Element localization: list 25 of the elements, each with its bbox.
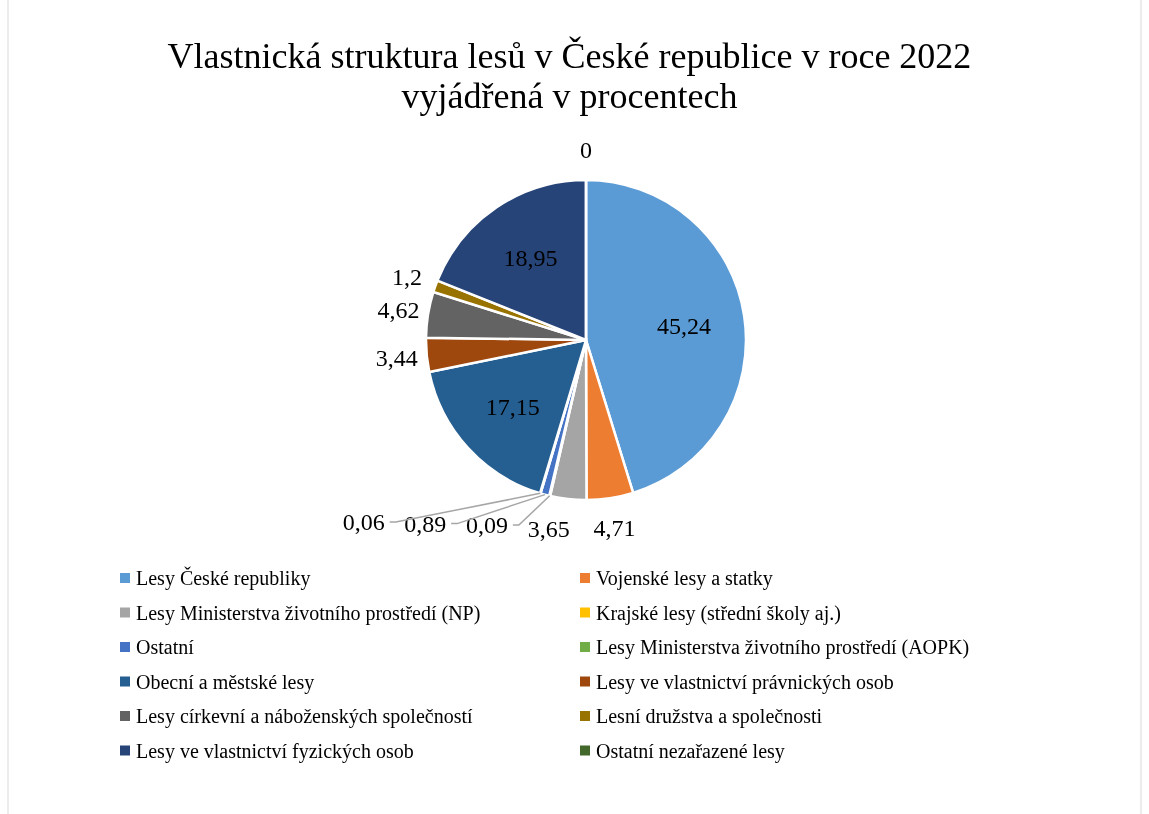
legend-label: Lesy Ministerstva životního prostředí (AOPK) (596, 636, 970, 659)
data-label: 0,09 (465, 512, 508, 539)
legend-label: Obecní a městské lesy (136, 670, 315, 694)
legend-label: Lesy ve vlastnictví právnických osob (596, 670, 894, 694)
legend-label: Lesy České republiky (136, 566, 311, 590)
chart-title: Vlastnická struktura lesů v České republice v roce 2022 vyjádřená v procentech (167, 36, 972, 116)
data-label: 3,44 (375, 345, 418, 372)
legend-label: Krajské lesy (střední školy aj.) (596, 601, 841, 625)
legend-label: Lesy církevní a náboženských společností (136, 705, 474, 728)
data-label: 45,24 (657, 312, 712, 339)
data-label: 4,62 (377, 297, 420, 324)
data-label: 1,2 (392, 263, 423, 290)
legend-label: Vojenské lesy a statky (596, 567, 773, 590)
data-label: 0,06 (342, 509, 385, 536)
data-label: 0,89 (404, 511, 447, 538)
legend-label: Lesy Ministerstva životního prostředí (NP) (136, 601, 481, 625)
data-label: 18,95 (503, 245, 558, 272)
legend-label: Ostatní nezařazené lesy (596, 739, 785, 763)
data-label: 3,65 (527, 516, 570, 543)
legend-label: Lesní družstva a společnosti (596, 705, 823, 728)
legend-label: Lesy ve vlastnictví fyzických osob (136, 739, 414, 763)
legend-label: Ostatní (136, 636, 195, 658)
data-label: 17,15 (485, 394, 540, 421)
text: 0 (580, 137, 592, 164)
data-label: 4,71 (593, 515, 636, 542)
